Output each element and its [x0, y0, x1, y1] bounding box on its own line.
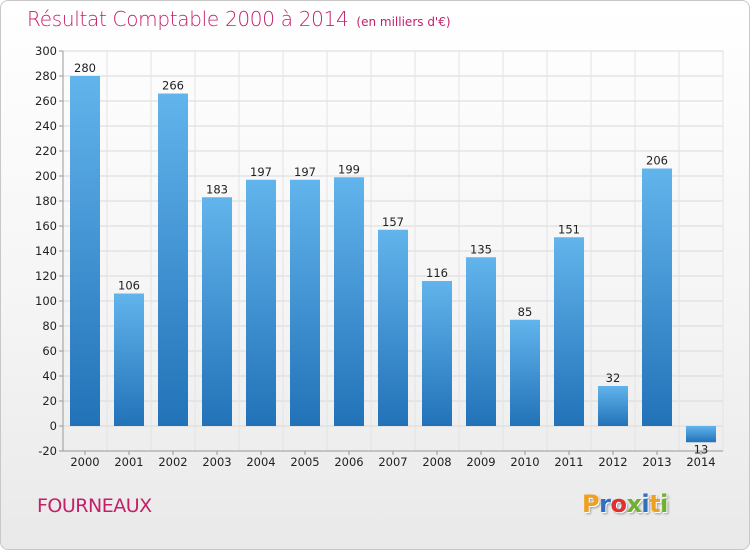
commune-name: FOURNEAUX: [37, 495, 152, 517]
x-tick-label: 2000: [70, 455, 99, 469]
bar: [114, 293, 144, 426]
bar: [334, 177, 364, 426]
y-tick-label: 80: [42, 319, 57, 333]
bar-value-label: 266: [162, 79, 184, 93]
bar: [598, 386, 628, 426]
y-tick-label: 120: [35, 269, 57, 283]
y-tick-label: -20: [38, 444, 57, 458]
bar: [466, 257, 496, 426]
x-tick-label: 2005: [290, 455, 319, 469]
chart-title: Résultat Comptable 2000 à 2014 (en millie…: [27, 7, 451, 31]
chart-title-main: Résultat Comptable 2000 à 2014: [27, 7, 349, 31]
bar-value-label: 157: [382, 215, 404, 229]
bar-value-label: 135: [470, 242, 492, 256]
logo-letter: i: [641, 490, 650, 518]
bar: [642, 168, 672, 426]
logo-letter: i: [660, 490, 668, 518]
x-tick-label: 2008: [422, 455, 451, 469]
bar-value-label: 280: [74, 61, 96, 75]
bar-value-label: 197: [250, 165, 272, 179]
y-tick-label: 180: [35, 194, 57, 208]
x-tick-label: 2007: [378, 455, 407, 469]
bar: [290, 179, 320, 426]
bar-value-label: 116: [426, 266, 448, 280]
y-tick-label: 240: [35, 119, 57, 133]
proxiti-logo[interactable]: Proxiti: [582, 490, 668, 518]
x-tick-label: 2010: [510, 455, 539, 469]
x-tick-label: 2006: [334, 455, 363, 469]
y-tick-label: 200: [35, 169, 57, 183]
y-tick-label: 260: [35, 94, 57, 108]
bar-value-label: 32: [606, 371, 621, 385]
bar-value-label: 206: [646, 154, 668, 168]
bar: [378, 229, 408, 426]
bar: [510, 319, 540, 426]
y-tick-label: 220: [35, 144, 57, 158]
y-tick-label: 280: [35, 69, 57, 83]
bar-value-label: 199: [338, 162, 360, 176]
y-tick-label: 100: [35, 294, 57, 308]
y-tick-label: 0: [50, 419, 57, 433]
bar: [686, 426, 716, 443]
logo-letter: P: [582, 490, 600, 518]
logo-letter: o: [610, 490, 627, 518]
bar-value-label: 13: [694, 442, 709, 456]
x-tick-label: 2014: [686, 455, 715, 469]
y-tick-label: 140: [35, 244, 57, 258]
x-tick-label: 2001: [114, 455, 143, 469]
x-tick-label: 2009: [466, 455, 495, 469]
bar: [70, 76, 100, 426]
y-tick-label: 300: [35, 44, 57, 58]
x-tick-label: 2012: [598, 455, 627, 469]
logo-letter: r: [599, 490, 611, 518]
y-tick-label: 160: [35, 219, 57, 233]
x-tick-label: 2004: [246, 455, 275, 469]
bar-value-label: 183: [206, 182, 228, 196]
bar-value-label: 85: [518, 305, 533, 319]
bar: [422, 281, 452, 426]
chart-title-unit: (en milliers d'€): [356, 15, 451, 29]
x-tick-label: 2011: [554, 455, 583, 469]
bar: [554, 237, 584, 426]
bar: [158, 93, 188, 426]
bar: [202, 197, 232, 426]
logo-letter: x: [626, 490, 642, 518]
bar: [246, 179, 276, 426]
x-tick-label: 2002: [158, 455, 187, 469]
x-tick-label: 2013: [642, 455, 671, 469]
y-tick-label: 60: [42, 344, 57, 358]
bar-value-label: 197: [294, 165, 316, 179]
bar-value-label: 151: [558, 222, 580, 236]
bar-value-label: 106: [118, 279, 140, 293]
x-tick-label: 2003: [202, 455, 231, 469]
y-tick-label: 20: [42, 394, 57, 408]
logo-letter: t: [649, 490, 661, 518]
y-tick-label: 40: [42, 369, 57, 383]
